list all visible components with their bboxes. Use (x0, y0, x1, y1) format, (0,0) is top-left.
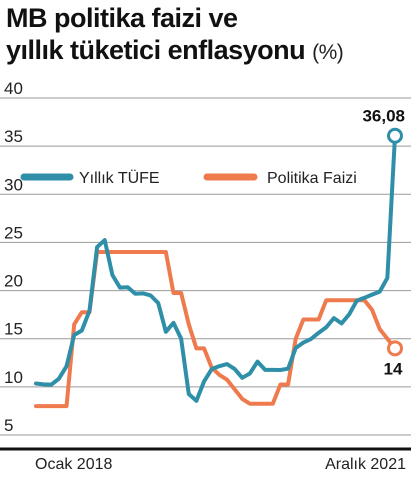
legend-label-tufe: Yıllık TÜFE (79, 169, 160, 187)
chart-title-line1: MB politika faizi ve (6, 3, 238, 33)
series-lines (34, 133, 397, 409)
y-tick-label-40: 40 (4, 79, 23, 98)
legend-label-faiz: Politika Faizi (267, 170, 357, 187)
annotation-tufe-last: 36,08 (362, 107, 405, 126)
legend: Yıllık TÜFE Politika Faizi (20, 169, 357, 187)
annotations: 36,08 14 (362, 107, 405, 379)
end-markers (387, 127, 403, 357)
end-marker-tufe (387, 127, 403, 144)
y-tick-label-15: 15 (4, 320, 23, 339)
y-tick-label-30: 30 (4, 175, 23, 194)
gridlines (0, 97, 411, 436)
chart-title-unit: (%) (312, 41, 344, 64)
y-axis-ticks: 5 10 15 20 25 30 35 40 (4, 79, 23, 435)
y-tick-label-10: 10 (4, 368, 23, 387)
chart-title: MB politika faizi ve yıllık tüketici enfl… (6, 2, 344, 69)
series-line-yillik-tufe (34, 133, 397, 403)
chart-title-line2: yıllık tüketici enflasyonu (6, 35, 306, 65)
y-tick-label-35: 35 (4, 127, 23, 146)
end-marker-faiz (387, 340, 403, 357)
x-label-end: Aralık 2021 (325, 456, 406, 473)
x-label-start: Ocak 2018 (35, 456, 112, 473)
annotation-faiz-last: 14 (384, 359, 403, 378)
y-tick-label-25: 25 (4, 223, 23, 242)
y-tick-label-5: 5 (4, 416, 13, 435)
series-line-politika-faizi (34, 250, 397, 409)
y-tick-label-20: 20 (4, 272, 23, 291)
